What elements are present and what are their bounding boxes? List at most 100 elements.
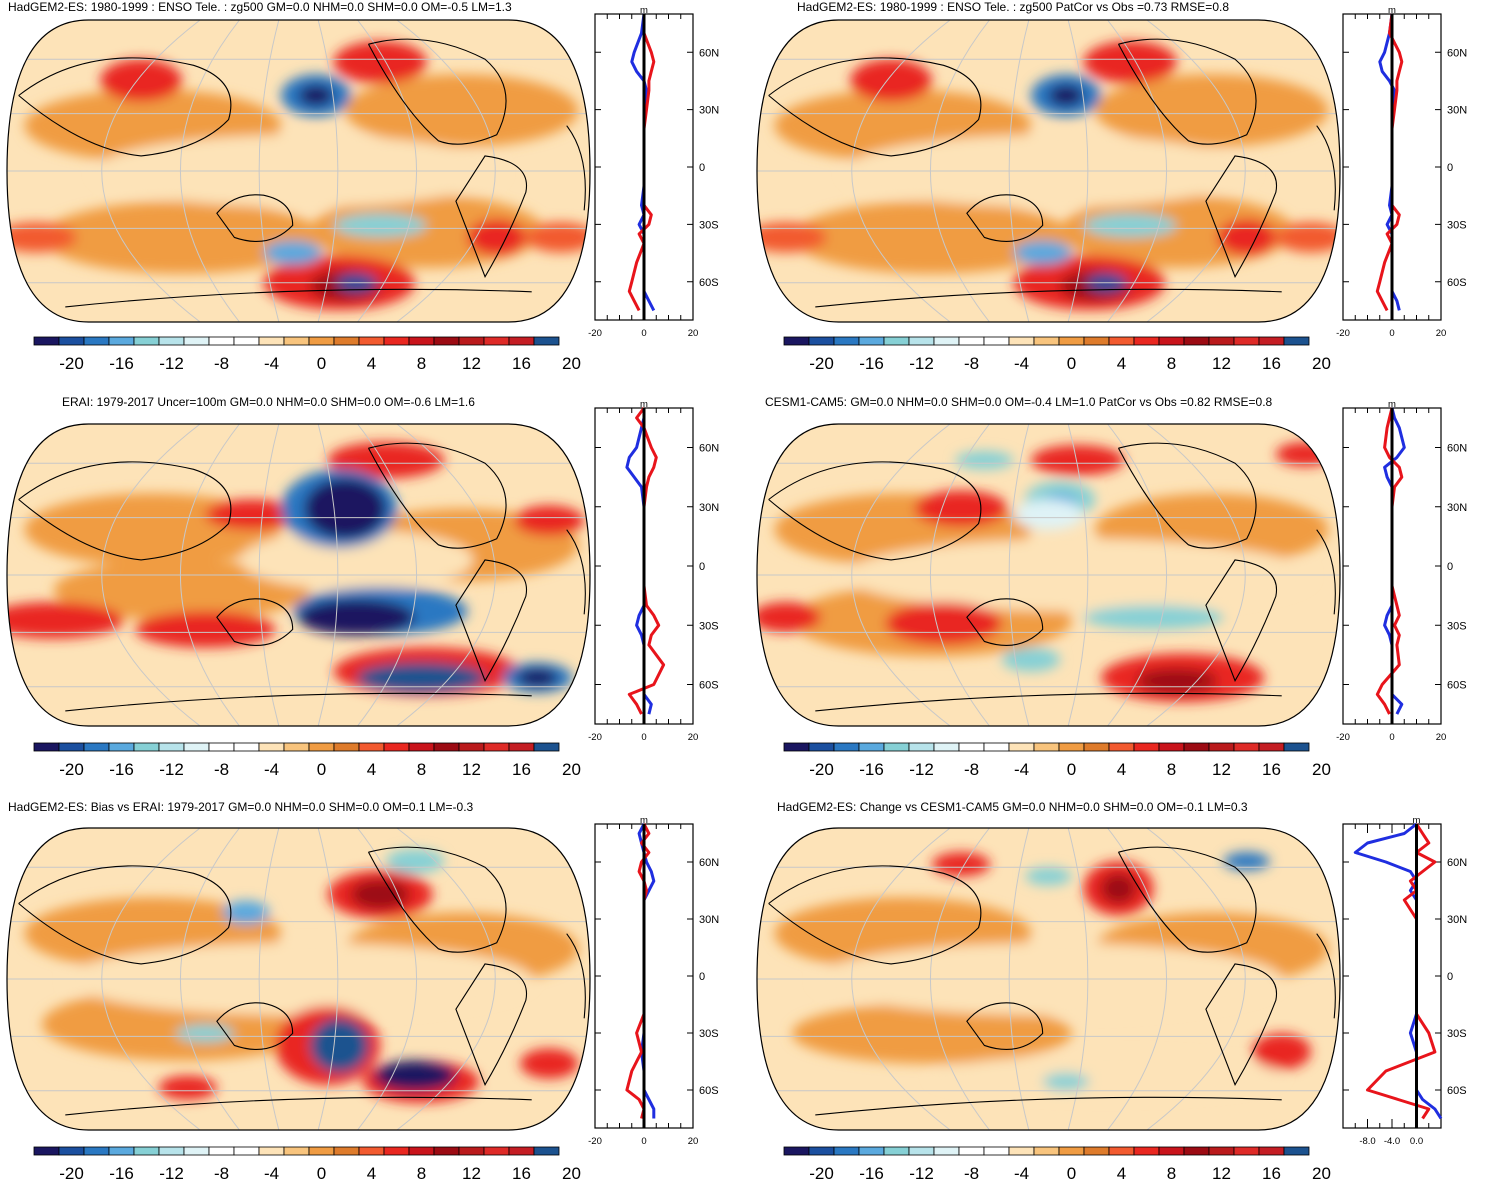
coastlines [18, 846, 586, 1116]
panel-4: CESM1-CAM5: GM=0.0 NHM=0.0 SHM=0.0 OM=-0… [745, 395, 1485, 790]
anomaly-region [931, 852, 991, 877]
colorbar-swatch [208, 336, 235, 346]
zonal-profile: m 60N 30N 0 30S 60S -20 0 20 [588, 399, 719, 743]
colorbar: -20 -16 -12 -8 -4 0 4 8 12 16 20 [783, 742, 1331, 779]
colorbar-swatch [283, 742, 310, 752]
lat-tick-label: 0 [699, 162, 705, 174]
colorbar: -20 -16 -12 -8 -4 0 4 8 12 16 20 [783, 1146, 1331, 1183]
colorbar-swatch [508, 336, 535, 346]
colorbar-label: -8 [964, 760, 979, 779]
colorbar-swatch [1108, 1146, 1135, 1156]
colorbar-swatch [33, 336, 60, 346]
profile-unit: m [1388, 399, 1396, 410]
colorbar-swatch [258, 1146, 285, 1156]
colorbar-swatch [1158, 1146, 1185, 1156]
anomaly-region [304, 478, 386, 539]
colorbar-label: 16 [1262, 1164, 1281, 1183]
panel-title: HadGEM2-ES: Change vs CESM1-CAM5 GM=0.0 … [777, 800, 1248, 814]
colorbar-swatch [1008, 742, 1035, 752]
colorbar-swatch [1083, 742, 1110, 752]
anomaly-region [222, 900, 270, 925]
colorbar-swatch [58, 742, 85, 752]
colorbar-swatch [483, 336, 510, 346]
colorbar-swatch [1158, 742, 1185, 752]
colorbar-swatch [983, 1146, 1010, 1156]
colorbar-label: 12 [1212, 354, 1231, 373]
colorbar-swatch [58, 1146, 85, 1156]
colorbar-swatch [308, 336, 335, 346]
colorbar-swatch [358, 1146, 385, 1156]
colorbar-label: 12 [462, 760, 481, 779]
colorbar-label: 20 [562, 354, 581, 373]
colorbar-swatch [1033, 336, 1060, 346]
colorbar-label: 16 [1262, 760, 1281, 779]
colorbar-swatch [383, 1146, 410, 1156]
colorbar-swatch [1258, 336, 1285, 346]
anomaly-region [327, 442, 445, 479]
colorbar-label: -20 [59, 354, 84, 373]
lat-tick-label: 60S [699, 680, 719, 692]
colorbar-swatch [483, 742, 510, 752]
colorbar-label: -20 [59, 760, 84, 779]
anomaly-region [1083, 213, 1177, 238]
lat-tick-label: 30S [699, 219, 719, 231]
colorbar-swatch [358, 336, 385, 346]
profile-unit: m [1388, 5, 1396, 16]
lat-tick-label: 30N [1447, 105, 1467, 117]
profile-unit: m [640, 399, 648, 410]
panel-title: HadGEM2-ES: 1980-1999 : ENSO Tele. : zg5… [8, 0, 512, 14]
colorbar-swatch [108, 742, 135, 752]
colorbar-swatch [883, 336, 910, 346]
anomaly-region [1083, 41, 1177, 84]
anomaly-region [135, 611, 276, 648]
colorbar-swatch [483, 1146, 510, 1156]
colorbar-label: 16 [512, 354, 531, 373]
panel-title: HadGEM2-ES: 1980-1999 : ENSO Tele. : zg5… [797, 0, 1229, 14]
colorbar-label: -16 [109, 760, 134, 779]
colorbar-label: 20 [562, 1164, 581, 1183]
lat-tick-label: 30S [699, 620, 719, 632]
colorbar-label: -8 [214, 760, 229, 779]
colorbar-swatch [1258, 742, 1285, 752]
panel-title: CESM1-CAM5: GM=0.0 NHM=0.0 SHM=0.0 OM=-0… [765, 395, 1273, 409]
x-tick-label: 0 [641, 732, 646, 743]
panel-title: HadGEM2-ES: Bias vs ERAI: 1979-2017 GM=0… [8, 800, 474, 814]
map-border [756, 827, 1341, 1131]
colorbar-swatch [258, 336, 285, 346]
colorbar-swatch [858, 336, 885, 346]
x-tick-label: -4.0 [1384, 1136, 1400, 1147]
x-tick-label: 0 [641, 1136, 646, 1147]
anomaly-region [757, 222, 827, 253]
anomaly-region [176, 1024, 235, 1043]
zonal-profile: m 60N 30N 0 30S 60S -20 0 20 [1336, 399, 1467, 743]
colorbar-swatch [83, 1146, 110, 1156]
anomaly-region [1135, 668, 1218, 693]
colorbar-swatch [808, 1146, 835, 1156]
colorbar-label: 4 [367, 1164, 376, 1183]
colorbar-swatch [1058, 742, 1085, 752]
colorbar-label: -12 [909, 1164, 934, 1183]
colorbar-swatch [883, 1146, 910, 1156]
colorbar-swatch [208, 742, 235, 752]
anomaly-region [1223, 852, 1271, 871]
colorbar-label: 0 [1067, 354, 1076, 373]
colorbar-swatch [983, 742, 1010, 752]
map-border [756, 423, 1341, 727]
colorbar-label: 16 [512, 1164, 531, 1183]
anomaly-region [1252, 1033, 1311, 1070]
colorbar-swatch [908, 742, 935, 752]
colorbar-swatch [933, 1146, 960, 1156]
colorbar-swatch [1183, 742, 1210, 752]
colorbar-swatch [833, 336, 860, 346]
colorbar-swatch [908, 1146, 935, 1156]
anomaly-region [333, 41, 427, 84]
colorbar-swatch [508, 1146, 535, 1156]
colorbar-swatch [108, 1146, 135, 1156]
profile-line-blue [625, 408, 653, 715]
colorbar-label: -4 [264, 354, 279, 373]
colorbar-label: 4 [367, 760, 376, 779]
colorbar-label: -8 [214, 354, 229, 373]
lat-tick-label: 60N [699, 443, 719, 455]
colorbar: -20 -16 -12 -8 -4 0 4 8 12 16 20 [33, 1146, 581, 1183]
lat-tick-label: 0 [699, 561, 705, 573]
